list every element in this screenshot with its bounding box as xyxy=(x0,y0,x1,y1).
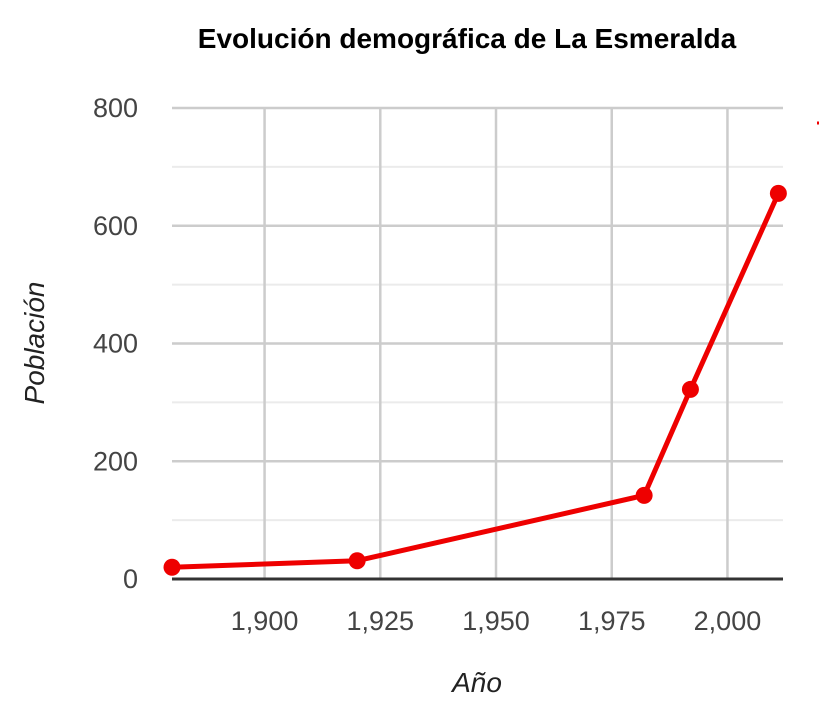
series-group xyxy=(163,184,787,576)
data-point xyxy=(635,486,653,504)
x-tick-label: 1,925 xyxy=(347,606,415,636)
data-point xyxy=(348,552,366,570)
y-tick-label: 400 xyxy=(93,329,138,359)
chart-title: Evolución demográfica de La Esmeralda xyxy=(198,23,737,54)
series-line xyxy=(169,190,781,570)
x-tick-label: 1,950 xyxy=(462,606,530,636)
y-tick-label: 200 xyxy=(93,446,138,476)
y-axis-label: Población xyxy=(19,282,50,405)
x-axis-label: Año xyxy=(450,667,502,698)
grid xyxy=(172,106,783,579)
y-tick-label: 800 xyxy=(93,93,138,123)
x-axis-ticks: 1,900 1,925 1,950 1,975 2,000 xyxy=(231,606,761,636)
y-tick-label: 600 xyxy=(93,211,138,241)
y-tick-label: 0 xyxy=(123,564,138,594)
x-tick-label: 1,900 xyxy=(231,606,299,636)
data-point xyxy=(163,558,181,576)
y-axis-ticks: 0 200 400 600 800 xyxy=(93,93,138,594)
x-tick-label: 2,000 xyxy=(694,606,762,636)
x-tick-label: 1,975 xyxy=(578,606,646,636)
data-point xyxy=(769,184,787,202)
data-point xyxy=(681,380,699,398)
